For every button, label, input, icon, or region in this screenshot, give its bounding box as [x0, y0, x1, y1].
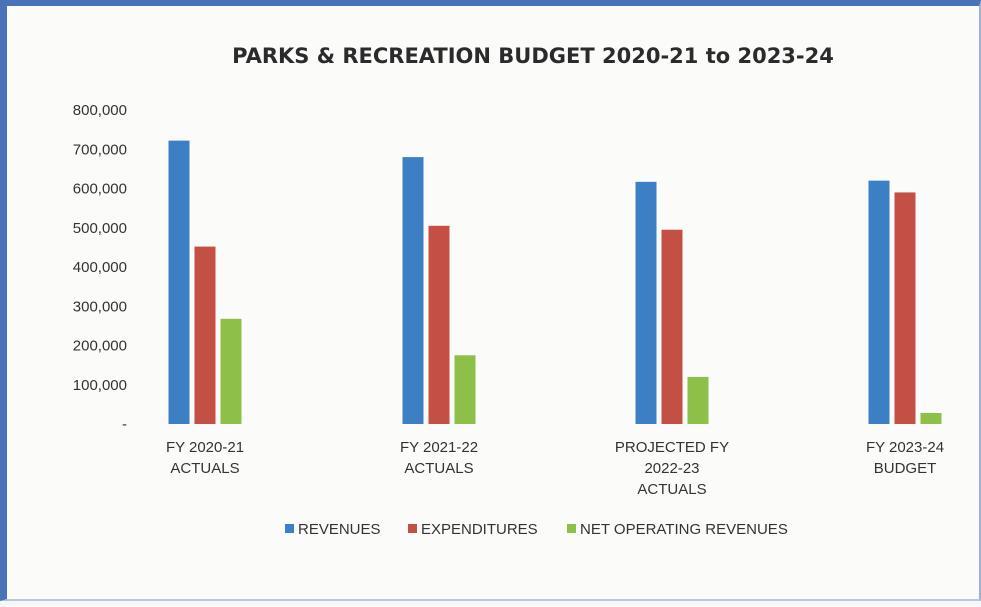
y-tick-label: 200,000: [73, 338, 127, 355]
bar-net-operating-revenues: [220, 318, 242, 424]
legend-label: REVENUES: [298, 521, 381, 538]
bars: [168, 140, 942, 425]
legend: REVENUES EXPENDITURES NET OPERATING REVENU…: [285, 521, 788, 538]
bar-revenues: [635, 181, 657, 424]
bar-chart: PARKS & RECREATION BUDGET 2020-21 to 202…: [73, 44, 944, 538]
y-tick-label: 600,000: [73, 181, 127, 198]
x-category-label: ACTUALS: [637, 481, 706, 498]
y-tick-label: -: [122, 416, 127, 433]
legend-swatch: [408, 524, 417, 533]
x-category-label: ACTUALS: [404, 460, 473, 477]
y-tick-label: 500,000: [73, 220, 127, 237]
bar-net-operating-revenues: [687, 376, 709, 424]
bar-expenditures: [661, 229, 683, 424]
x-category-label: FY 2020-21: [166, 439, 244, 456]
bar-revenues: [168, 140, 190, 425]
x-category-label: FY 2021-22: [400, 439, 478, 456]
bar-expenditures: [194, 246, 216, 424]
legend-swatch: [567, 524, 576, 533]
x-category-label: PROJECTED FY: [615, 439, 729, 456]
legend-label: NET OPERATING REVENUES: [580, 521, 788, 538]
bar-revenues: [868, 180, 890, 424]
legend-swatch: [285, 524, 294, 533]
y-tick-label: 400,000: [73, 259, 127, 276]
y-tick-label: 100,000: [73, 377, 127, 394]
bar-expenditures: [428, 225, 450, 424]
bar-revenues: [402, 157, 424, 424]
y-tick-label: 800,000: [73, 102, 127, 119]
y-tick-label: 300,000: [73, 298, 127, 315]
bar-expenditures: [894, 192, 916, 424]
x-category-label: FY 2023-24: [866, 439, 944, 456]
x-category-label: ACTUALS: [170, 460, 239, 477]
x-axis-labels: FY 2020-21 ACTUALS FY 2021-22 ACTUALS PROJEC…: [166, 439, 944, 498]
x-category-label: 2022-23: [644, 460, 699, 477]
y-tick-label: 700,000: [73, 141, 127, 158]
x-category-label: BUDGET: [874, 460, 937, 477]
bar-net-operating-revenues: [454, 355, 476, 424]
legend-label: EXPENDITURES: [421, 521, 538, 538]
bar-net-operating-revenues: [920, 413, 942, 424]
chart-title: PARKS & RECREATION BUDGET 2020-21 to 202…: [232, 44, 834, 68]
y-axis: - 100,000 200,000 300,000 400,000 500,000 600,…: [73, 102, 127, 433]
